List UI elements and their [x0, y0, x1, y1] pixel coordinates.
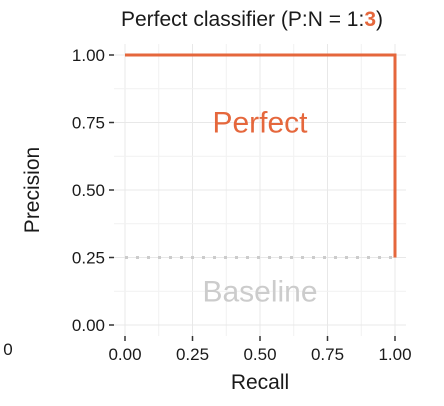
x-tick-label-0: 0.00 [108, 345, 141, 364]
chart-title-suffix: ) [376, 8, 383, 31]
x-axis-title: Recall [231, 371, 289, 394]
chart-title-highlight: 3 [364, 8, 376, 31]
annotation-baseline: Baseline [202, 275, 317, 308]
x-tick-label-4: 1.00 [378, 345, 411, 364]
annotation-layer: Perfect Baseline [202, 107, 317, 309]
x-tick-label-2: 0.50 [243, 345, 276, 364]
y-tick-label-1: 0.25 [72, 249, 105, 268]
y-tick-label-2: 0.50 [72, 181, 105, 200]
chart-title: Perfect classifier (P:N = 1:3) [121, 8, 383, 31]
series-line-perfect [125, 53, 397, 258]
annotation-perfect: Perfect [212, 107, 308, 140]
y-tick-label-4: 1.00 [72, 46, 105, 65]
x-tick-label-3: 0.75 [311, 345, 344, 364]
left-cut-label: 0 [3, 340, 12, 359]
y-tick-label-3: 0.75 [72, 114, 105, 133]
axes: 0.00 0.25 0.50 0.75 1.00 0.00 0.25 0.50 0.75 1.00 [72, 46, 412, 364]
chart-title-prefix: Perfect classifier (P:N = 1: [121, 8, 364, 31]
y-tick-label-0: 0.00 [72, 316, 105, 335]
x-tick-label-1: 0.25 [176, 345, 209, 364]
series-layer [125, 53, 397, 259]
y-axis-title: Precision [21, 147, 44, 233]
